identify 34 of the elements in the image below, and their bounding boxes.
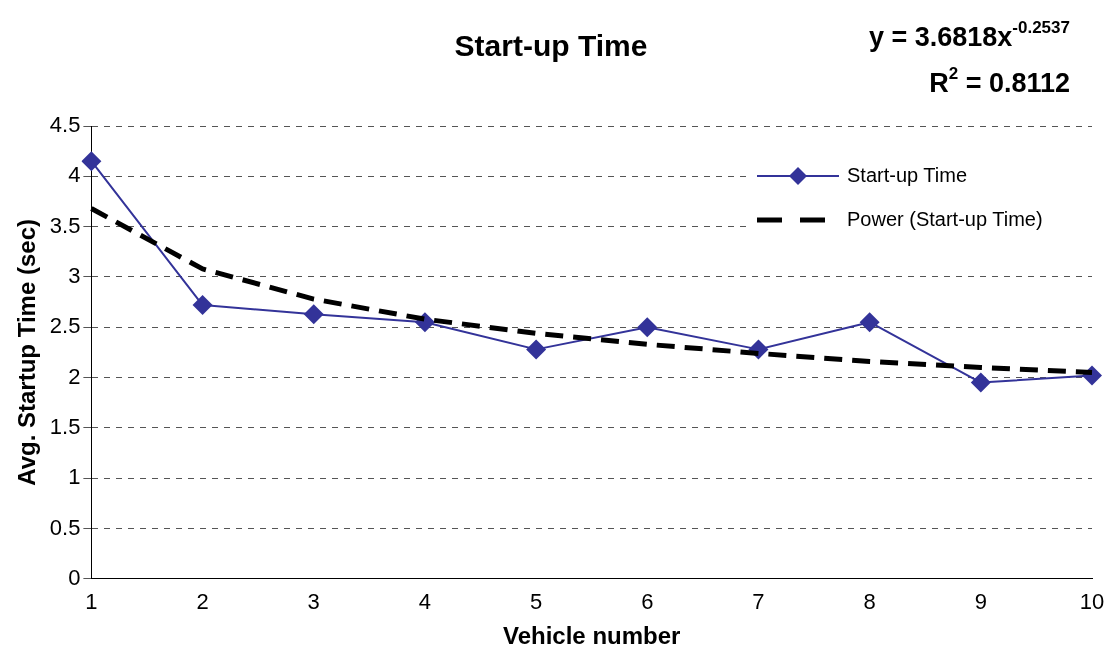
text: R$^{2}$ = 0.8112 bbox=[928, 63, 1070, 100]
x-tick-label: 4 bbox=[418, 589, 432, 615]
text: y = 3.6818x$^{-0.2537}$ bbox=[868, 17, 1070, 54]
x-tick-label: 9 bbox=[974, 589, 987, 615]
chart-title: Start-up Time bbox=[454, 29, 648, 63]
point bbox=[303, 304, 324, 325]
legend-label: Start-up Time bbox=[847, 163, 968, 186]
y-tick-label: 3 bbox=[68, 263, 81, 288]
point bbox=[81, 151, 102, 172]
legend-label: Power (Start-up Time) bbox=[847, 207, 1043, 230]
y-tick-label: 2 bbox=[68, 363, 81, 389]
y-tick-label: 3.5 bbox=[49, 212, 81, 238]
point bbox=[859, 312, 880, 333]
point bbox=[192, 295, 213, 316]
x-tick-label: 8 bbox=[863, 589, 876, 615]
x-tick-label: 1 bbox=[85, 589, 98, 615]
x-axis-title: Vehicle number bbox=[502, 622, 681, 650]
y-tick-label: 4.5 bbox=[49, 112, 81, 138]
point bbox=[526, 339, 547, 360]
x-tick-label: 5 bbox=[529, 589, 543, 615]
x-tick-label: 2 bbox=[196, 589, 209, 615]
y-axis-title: Avg. Startup Time (sec) bbox=[13, 219, 41, 486]
x-tick-label: 3 bbox=[307, 589, 320, 615]
x-tick-label: 10 bbox=[1079, 589, 1105, 615]
y-tick-label: 1.5 bbox=[49, 413, 81, 439]
y-tick-label: 1 bbox=[68, 464, 81, 490]
y-tick-label: 2.5 bbox=[49, 313, 81, 339]
y-tick-label: 0.5 bbox=[49, 514, 81, 540]
y-tick-label: 0 bbox=[68, 564, 81, 590]
x-tick-label: 7 bbox=[752, 589, 765, 615]
x-tick-label: 6 bbox=[641, 589, 654, 615]
point bbox=[637, 317, 658, 338]
y-tick-label: 4 bbox=[68, 162, 81, 188]
point bbox=[970, 372, 991, 393]
